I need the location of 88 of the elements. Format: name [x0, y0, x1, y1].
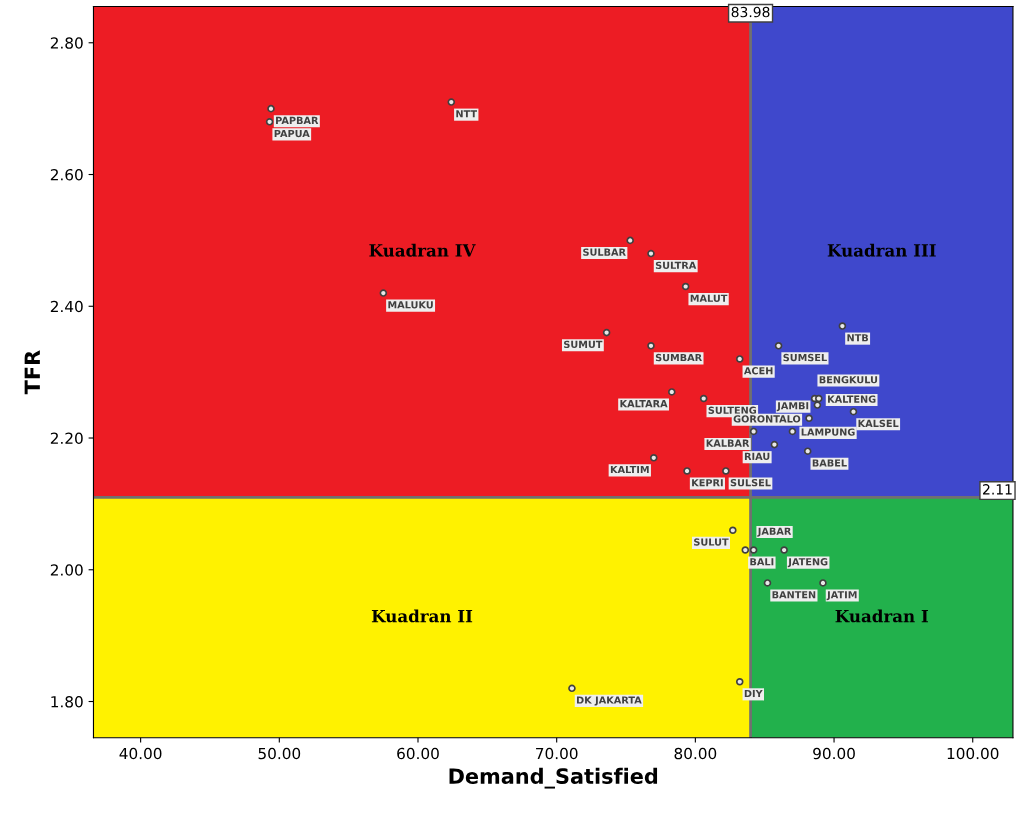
- ref-line-label: 2.11: [983, 484, 1012, 495]
- annotation: SULTRA: [655, 261, 697, 269]
- point: [568, 684, 576, 693]
- ref-line-label: 83.98: [731, 6, 770, 18]
- annotation: ACEH: [743, 367, 773, 375]
- point: [681, 282, 690, 291]
- annotation: JATIM: [826, 591, 857, 601]
- point: [626, 236, 634, 245]
- annotation: SUMBAR: [655, 353, 702, 362]
- point: [267, 104, 275, 113]
- annotation: KALBAR: [706, 439, 750, 447]
- annotation: Kuadran I: [835, 609, 928, 623]
- point: [265, 118, 274, 126]
- point: [770, 440, 779, 449]
- annotation: JABAR: [757, 527, 792, 537]
- point: [813, 401, 822, 409]
- annotation: SULSEL: [730, 479, 771, 487]
- annotation: LAMPUNG: [801, 428, 855, 436]
- annotation: RIAU: [744, 452, 770, 461]
- point: [788, 427, 797, 436]
- point: [447, 98, 456, 106]
- annotation: KEPRI: [692, 479, 723, 487]
- y-tick-label: 1.80: [51, 695, 83, 708]
- annotation: BENGKULU: [819, 376, 878, 384]
- annotation: NTT: [456, 110, 478, 118]
- point: [647, 249, 655, 258]
- annotation: SUMSEL: [783, 353, 827, 362]
- point: [722, 467, 730, 475]
- point: [379, 289, 388, 297]
- point: [699, 394, 708, 403]
- annotation: BABEL: [812, 459, 847, 467]
- point: [602, 328, 611, 337]
- point: [805, 414, 813, 423]
- annotation: JAMBI: [776, 402, 809, 412]
- annotation: KALSEL: [858, 419, 899, 428]
- y-tick-label: 2.80: [50, 37, 83, 49]
- annotation: KALTIM: [610, 465, 649, 474]
- point: [780, 546, 788, 554]
- x-tick-label: 100.00: [947, 747, 999, 760]
- point: [649, 454, 658, 462]
- annotation: BANTEN: [772, 591, 816, 599]
- x-tick-label: 80.00: [674, 747, 717, 760]
- point: [815, 394, 823, 403]
- annotation: Kuadran II: [371, 609, 473, 623]
- point: [849, 407, 858, 416]
- y-tick-label: 2.00: [50, 564, 83, 576]
- point: [729, 526, 737, 535]
- annotation: SULTENG: [708, 406, 757, 414]
- x-tick-label: 50.00: [258, 747, 301, 760]
- point: [763, 579, 772, 587]
- point: [668, 388, 676, 396]
- annotation: PAPBAR: [276, 116, 319, 124]
- point: [735, 355, 744, 363]
- annotation: KALTARA: [620, 400, 668, 408]
- annotation: KALTENG: [828, 395, 876, 403]
- point: [803, 447, 812, 455]
- x-axis-title: Demand_Satisfied: [449, 767, 658, 789]
- point: [838, 322, 847, 330]
- annotation: NTB: [847, 334, 869, 342]
- annotation: JATENG: [787, 558, 828, 568]
- point: [774, 342, 783, 350]
- annotation: DIY: [744, 689, 763, 698]
- annotation: SUMUT: [564, 340, 603, 349]
- annotation: MALUKU: [388, 301, 433, 309]
- point: [741, 546, 750, 554]
- annotation: DK JAKARTA: [576, 696, 642, 706]
- y-tick-label: 2.40: [50, 300, 83, 313]
- point: [819, 579, 827, 587]
- annotation: Kuadran III: [827, 243, 936, 257]
- annotation: MALUT: [690, 294, 728, 302]
- annotation: Kuadran IV: [369, 243, 476, 257]
- x-tick-label: 60.00: [397, 747, 439, 760]
- x-tick-label: 90.00: [813, 747, 855, 760]
- point: [749, 427, 758, 436]
- point: [647, 342, 655, 350]
- point: [735, 677, 744, 686]
- point: [683, 467, 691, 475]
- annotation: SULUT: [694, 538, 729, 546]
- annotation: SULBAR: [583, 248, 626, 256]
- annotation: PAPUA: [274, 130, 310, 138]
- y-tick-label: 2.20: [50, 432, 83, 445]
- y-axis-title: TFR: [24, 350, 40, 395]
- y-tick-label: 2.60: [50, 168, 83, 181]
- x-tick-label: 40.00: [119, 747, 162, 760]
- annotation: GORONTALO: [733, 415, 801, 423]
- x-tick-label: 70.00: [536, 747, 578, 760]
- point: [749, 546, 758, 554]
- annotation: BALI: [750, 558, 774, 566]
